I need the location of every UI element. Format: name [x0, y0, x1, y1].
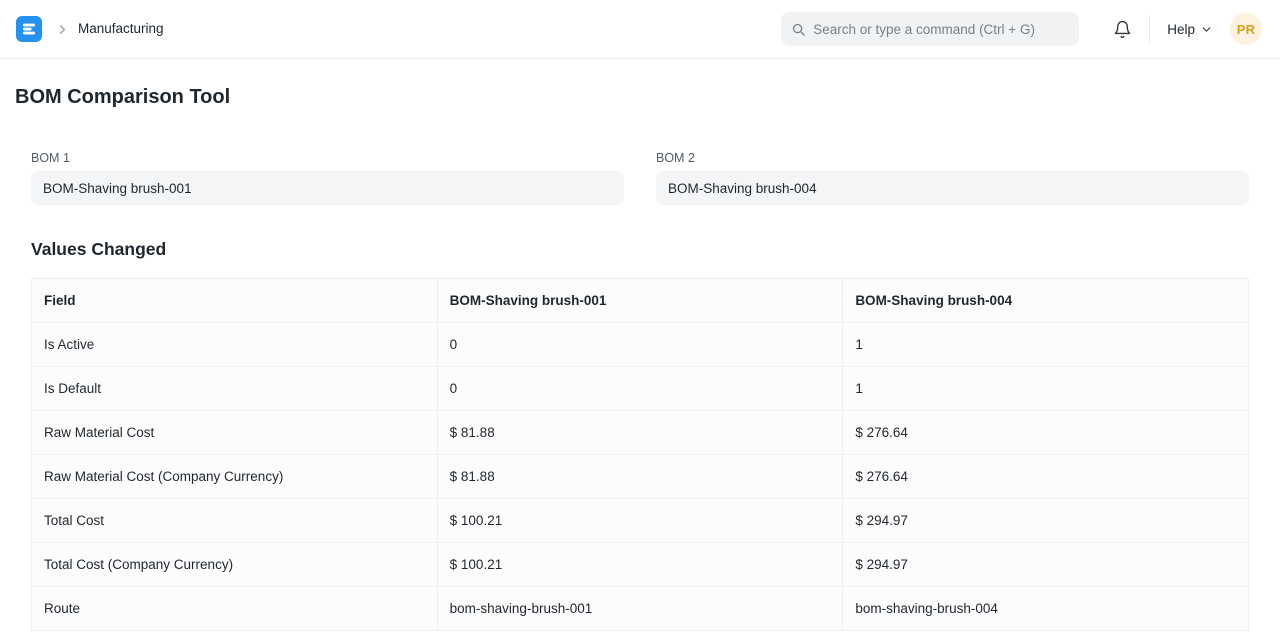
page-title: BOM Comparison Tool [15, 86, 231, 108]
chevron-down-icon [1200, 23, 1213, 36]
comparison-table-head: Field BOM-Shaving brush-001 BOM-Shaving … [31, 278, 1249, 323]
bom2-field: BOM 2 [656, 151, 1249, 205]
field-name-cell: Total Cost [31, 498, 438, 543]
breadcrumb-item-manufacturing[interactable]: Manufacturing [78, 21, 164, 36]
comparison-table: Field BOM-Shaving brush-001 BOM-Shaving … [31, 278, 1249, 631]
field-name-cell: Total Cost (Company Currency) [31, 542, 438, 587]
breadcrumb: Manufacturing [78, 20, 164, 38]
column-header-bom1: BOM-Shaving brush-001 [436, 278, 844, 323]
table-row: Total Cost $ 100.21 $ 294.97 [31, 498, 1249, 543]
user-avatar[interactable]: PR [1230, 13, 1262, 45]
table-row: Total Cost (Company Currency) $ 100.21 $ 2… [31, 542, 1249, 587]
field-name-cell: Is Active [31, 322, 438, 367]
value-cell: $ 81.88 [436, 454, 844, 499]
value-cell: 0 [436, 322, 844, 367]
value-cell: 0 [436, 366, 844, 411]
bom1-input[interactable] [31, 171, 624, 205]
page-header: BOM Comparison Tool [0, 59, 1280, 109]
global-search[interactable] [781, 12, 1080, 46]
value-cell: $ 276.64 [842, 454, 1249, 499]
bom2-input[interactable] [656, 171, 1249, 205]
field-name-cell: Raw Material Cost [31, 410, 438, 455]
help-label: Help [1167, 21, 1195, 37]
table-row: Route bom-shaving-brush-001 bom-shaving-br… [31, 586, 1249, 631]
bom1-field: BOM 1 [31, 151, 624, 205]
value-cell: $ 100.21 [436, 498, 844, 543]
value-cell: bom-shaving-brush-004 [842, 586, 1249, 631]
erpnext-logo-icon [21, 21, 37, 37]
column-header-field: Field [31, 278, 438, 323]
table-row: Raw Material Cost $ 81.88 $ 276.64 [31, 410, 1249, 455]
table-row: Is Active 0 1 [31, 322, 1249, 367]
value-cell: $ 81.88 [436, 410, 844, 455]
help-dropdown[interactable]: Help [1167, 22, 1213, 37]
value-cell: $ 100.21 [436, 542, 844, 587]
column-header-bom2: BOM-Shaving brush-004 [842, 278, 1249, 323]
main-content: BOM 1 BOM 2 Values Changed Field BOM-Sha… [0, 151, 1280, 631]
bell-icon [1113, 20, 1132, 39]
value-cell: 1 [842, 366, 1249, 411]
app-logo-button[interactable] [16, 16, 42, 42]
value-cell: bom-shaving-brush-001 [436, 586, 844, 631]
navbar-divider [1149, 15, 1151, 43]
search-input[interactable] [813, 21, 1070, 37]
chevron-right-icon [55, 22, 70, 37]
comparison-table-body: Is Active 0 1 Is Default 0 1 Raw Material Cost… [31, 322, 1249, 631]
bom-selectors: BOM 1 BOM 2 [31, 151, 1249, 205]
value-cell: $ 294.97 [842, 498, 1249, 543]
field-name-cell: Is Default [31, 366, 438, 411]
field-name-cell: Route [31, 586, 438, 631]
values-changed-heading: Values Changed [31, 239, 167, 259]
navbar-right: Help PR [781, 12, 1262, 46]
search-icon [791, 22, 806, 37]
value-cell: $ 276.64 [842, 410, 1249, 455]
table-header-row: Field BOM-Shaving brush-001 BOM-Shaving … [31, 278, 1249, 323]
navbar: Manufacturing Help [0, 0, 1280, 59]
value-cell: $ 294.97 [842, 542, 1249, 587]
table-row: Raw Material Cost (Company Currency) $ 81… [31, 454, 1249, 499]
bom2-label: BOM 2 [656, 151, 695, 165]
table-row: Is Default 0 1 [31, 366, 1249, 411]
bom1-label: BOM 1 [31, 151, 70, 165]
value-cell: 1 [842, 322, 1249, 367]
field-name-cell: Raw Material Cost (Company Currency) [31, 454, 438, 499]
notifications-button[interactable] [1113, 20, 1132, 39]
